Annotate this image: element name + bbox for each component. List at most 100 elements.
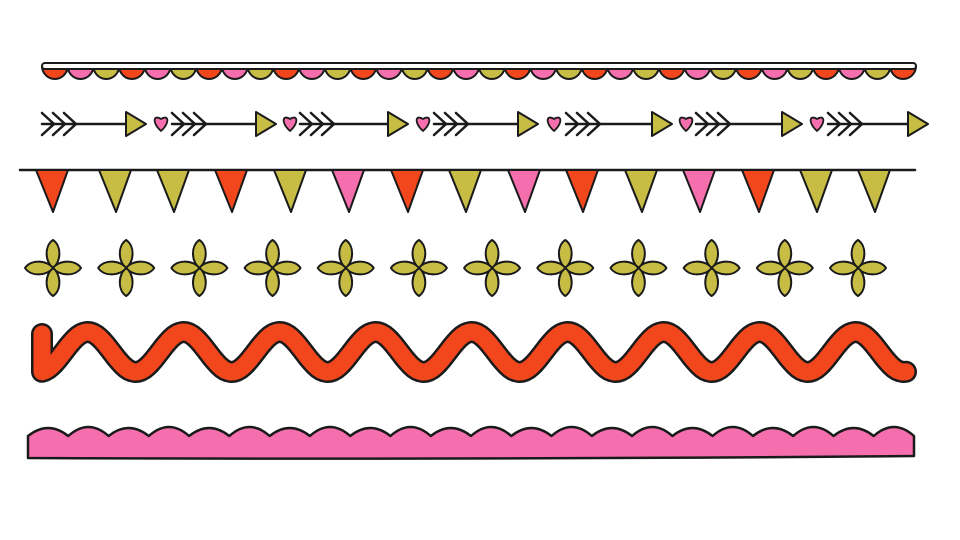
- arrow-fletching: [454, 111, 470, 137]
- flower-petal: [637, 260, 668, 276]
- flower-petal: [850, 239, 866, 269]
- arrow-fletching: [443, 111, 459, 137]
- heart: [282, 116, 298, 132]
- flower-petal: [125, 260, 156, 276]
- flower-petal: [316, 260, 347, 276]
- scallop-trim-band: [41, 62, 917, 70]
- bunting-flag: [857, 169, 891, 213]
- bunting-flag: [35, 169, 69, 213]
- arrow-fletching: [170, 111, 186, 137]
- flower-petal: [463, 260, 494, 276]
- flower-petal: [338, 239, 354, 269]
- pink-scalloped-band: [26, 425, 916, 460]
- flower-petal: [198, 260, 229, 276]
- heart: [153, 116, 169, 132]
- bunting-flag: [390, 169, 424, 213]
- flower-petal: [191, 267, 207, 297]
- flower-petal: [484, 267, 500, 297]
- arrow-fletching: [848, 111, 864, 137]
- flower-petal: [24, 260, 54, 276]
- scalloped-band-shape: [26, 425, 916, 460]
- arrowhead: [907, 111, 929, 137]
- heart: [546, 116, 562, 132]
- bunting-flag: [741, 169, 775, 213]
- flower-petal: [755, 260, 786, 276]
- flower-petal: [857, 260, 887, 276]
- bunting-flag: [624, 169, 658, 213]
- flower: [755, 239, 814, 297]
- arrowhead: [781, 111, 803, 137]
- flower-petal: [557, 267, 573, 297]
- heart: [678, 116, 694, 132]
- arrow-fletching: [564, 111, 580, 137]
- flower: [389, 239, 448, 297]
- scallop-trim-border: [41, 62, 917, 80]
- flower-petal: [389, 260, 420, 276]
- flower-petal: [265, 239, 280, 269]
- arrow-fletching: [694, 111, 710, 137]
- flower: [243, 239, 302, 297]
- flower-petal: [682, 260, 713, 276]
- flower: [463, 239, 522, 297]
- flower: [609, 239, 668, 297]
- heart: [809, 116, 825, 132]
- flower-petal: [243, 260, 274, 276]
- flower-petal: [118, 267, 134, 297]
- flower: [536, 239, 595, 297]
- bunting-flag: [448, 169, 482, 213]
- bunting-flag: [682, 169, 716, 213]
- arrowhead: [387, 111, 409, 137]
- arrow-fletching: [837, 111, 853, 137]
- bunting-flag: [214, 169, 248, 213]
- flower-petal: [417, 260, 448, 276]
- arrow-fletching: [586, 111, 602, 137]
- flower-petal: [704, 239, 720, 269]
- flower-petal: [170, 260, 201, 276]
- arrow-fletching: [309, 111, 325, 137]
- bunting-flag: [156, 169, 190, 213]
- flower-petal: [484, 239, 500, 269]
- arrow-fletching: [716, 111, 732, 137]
- flower-petal: [557, 239, 573, 269]
- bunting-flag: [273, 169, 307, 213]
- arrows-hearts-border: [40, 111, 929, 137]
- flower-petal: [338, 267, 354, 297]
- flower-petal: [45, 239, 61, 269]
- bunting-flag: [507, 169, 541, 213]
- flower-petal: [45, 267, 61, 297]
- arrowhead: [517, 111, 539, 137]
- arrow-fletching: [40, 111, 56, 137]
- arrowhead: [651, 111, 673, 137]
- flower-petal: [631, 267, 646, 297]
- flower-petal: [491, 260, 522, 276]
- bunting-flag: [98, 169, 132, 213]
- bunting-flag: [565, 169, 599, 213]
- flower-petal: [271, 260, 302, 276]
- bunting-flags-border: [18, 168, 917, 213]
- arrow-fletching: [181, 111, 197, 137]
- flower: [24, 239, 82, 297]
- flower-petal: [710, 260, 741, 276]
- flower-petal: [609, 260, 640, 276]
- flower: [316, 239, 375, 297]
- arrow-fletching: [826, 111, 842, 137]
- flower-petal: [411, 239, 427, 269]
- flower-petal: [829, 260, 859, 276]
- flower-petal: [52, 260, 82, 276]
- flower: [97, 239, 156, 297]
- flower-petal: [704, 267, 720, 297]
- flower-petal: [265, 267, 280, 297]
- flower-petal: [536, 260, 567, 276]
- flower-petal: [118, 239, 134, 269]
- bunting-flag: [799, 169, 833, 213]
- flower-petal: [344, 260, 375, 276]
- flower-petal: [777, 239, 793, 269]
- flower-petal: [631, 239, 646, 269]
- flower-petal: [777, 267, 793, 297]
- flower-petal: [850, 267, 866, 297]
- heart: [415, 116, 431, 132]
- arrowhead: [125, 111, 147, 137]
- flower-petal: [191, 239, 207, 269]
